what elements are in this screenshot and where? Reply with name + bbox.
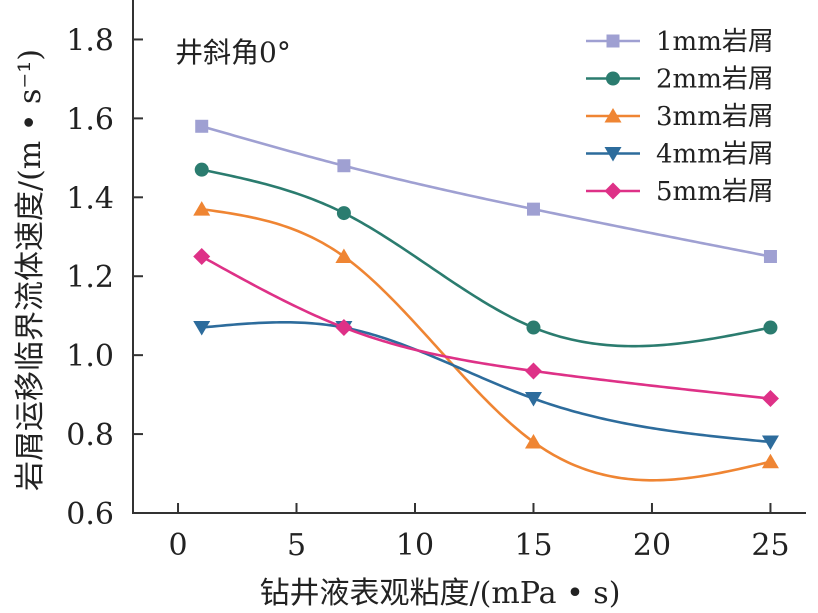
series-2mm (194, 162, 778, 348)
legend: 1mm岩屑 2mm岩屑 3mm岩屑 4mm岩屑 5mm岩屑 (586, 27, 774, 207)
legend-item-3mm: 3mm岩屑 (586, 102, 774, 132)
data-point-4mm-2 (524, 392, 542, 407)
x-tick-label: 10 (396, 528, 434, 563)
series-1mm (195, 119, 777, 263)
x-axis-label: 钻井液表观粘度/(mPa • s) (260, 576, 621, 611)
data-point-2mm-3 (763, 320, 778, 335)
x-tick-label: 25 (751, 528, 789, 563)
y-ticks: 0.6 0.8 1.0 1.2 1.4 1.6 1.8 (66, 23, 143, 532)
legend-marker-3mm (604, 108, 622, 123)
legend-label-5mm: 5mm岩屑 (656, 177, 774, 207)
y-tick-label: 0.6 (66, 497, 114, 532)
legend-label-1mm: 1mm岩屑 (656, 27, 774, 57)
series-line-3mm (200, 207, 772, 482)
x-tick-label: 0 (168, 528, 187, 563)
legend-label-2mm: 2mm岩屑 (656, 65, 774, 95)
series-group (193, 119, 779, 482)
series-5mm (193, 248, 779, 408)
data-point-3mm-3 (761, 453, 779, 469)
data-point-4mm-3 (761, 435, 779, 450)
y-tick-label: 1.8 (66, 23, 114, 58)
data-point-2mm-2 (526, 320, 541, 335)
legend-item-2mm: 2mm岩屑 (586, 65, 774, 95)
data-point-3mm-0 (193, 201, 211, 216)
axes (132, 0, 806, 514)
annotation-label: 井斜角0° (175, 36, 291, 69)
data-point-2mm-0 (194, 162, 209, 177)
data-point-2mm-1 (336, 206, 351, 221)
legend-item-1mm: 1mm岩屑 (586, 27, 774, 57)
data-point-5mm-0 (193, 248, 211, 265)
data-point-1mm-3 (763, 250, 777, 263)
y-tick-label: 1.6 (66, 102, 114, 137)
data-point-1mm-2 (526, 202, 540, 216)
y-tick-label: 0.8 (66, 418, 114, 453)
y-tick-label: 1.2 (66, 260, 114, 295)
legend-label-4mm: 4mm岩屑 (656, 140, 774, 170)
data-point-5mm-2 (524, 362, 542, 380)
legend-label-3mm: 3mm岩屑 (656, 102, 774, 132)
y-axis-label: 岩屑运移临界流体速度/(m • s⁻¹) (13, 49, 48, 491)
x-tick-label: 5 (287, 528, 306, 563)
series-3mm (193, 201, 779, 482)
series-line-1mm (200, 124, 772, 258)
data-point-3mm-1 (335, 248, 353, 263)
x-tick-label: 15 (514, 528, 552, 563)
data-point-1mm-1 (337, 159, 351, 173)
data-point-5mm-1 (335, 319, 353, 337)
legend-marker-2mm (606, 71, 620, 86)
series-line-4mm (200, 321, 772, 444)
y-tick-label: 1.4 (66, 181, 114, 216)
y-tick-label: 1.0 (66, 339, 114, 374)
legend-item-5mm: 5mm岩屑 (586, 177, 774, 207)
series-line-5mm (200, 255, 772, 400)
legend-marker-5mm (604, 182, 622, 200)
series-line-2mm (200, 168, 772, 348)
legend-marker-4mm (604, 147, 622, 162)
legend-item-4mm: 4mm岩屑 (586, 140, 774, 170)
data-point-4mm-0 (193, 321, 211, 336)
data-point-1mm-0 (195, 119, 209, 133)
data-point-5mm-3 (761, 390, 779, 408)
data-point-3mm-2 (524, 433, 542, 449)
legend-marker-1mm (606, 34, 620, 48)
x-ticks: 0 5 10 15 20 25 (168, 503, 790, 563)
series-4mm (193, 321, 779, 450)
x-tick-label: 20 (633, 528, 671, 563)
